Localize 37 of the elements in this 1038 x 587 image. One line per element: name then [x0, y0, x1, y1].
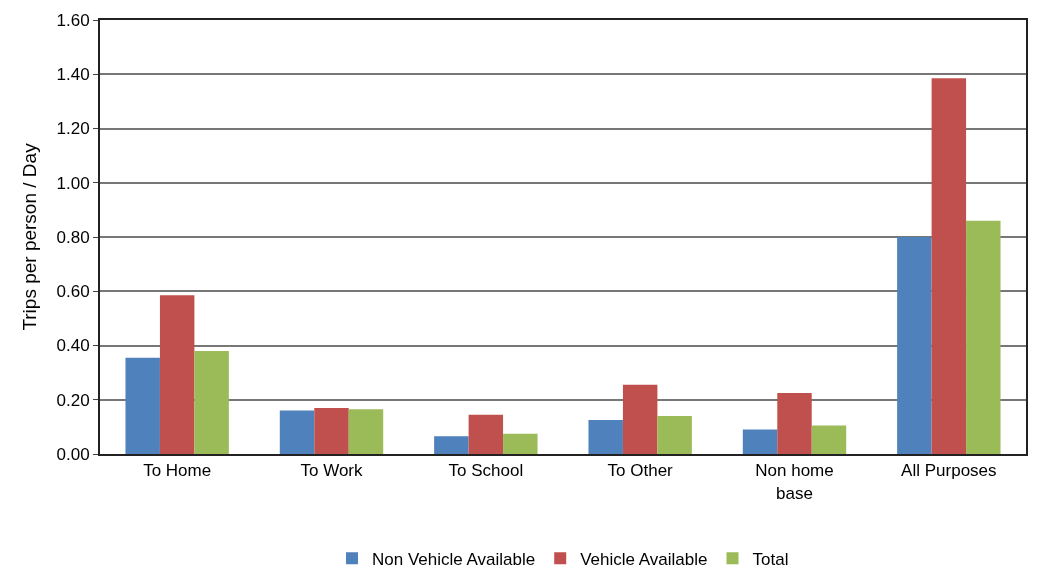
bar: [897, 237, 932, 454]
legend-label: Vehicle Available: [580, 549, 708, 569]
bar: [657, 416, 692, 454]
bar: [434, 436, 469, 454]
bar: [125, 357, 160, 454]
y-tick-label: 0.00: [56, 444, 90, 464]
x-tick-label: To Home: [143, 461, 212, 481]
bar: [931, 78, 967, 454]
x-tick-label: To Work: [300, 461, 364, 481]
y-tick-label: 0.80: [56, 227, 90, 247]
bar: [503, 433, 538, 454]
bar: [622, 384, 658, 454]
bar: [468, 414, 504, 454]
y-tick-label: 1.00: [56, 173, 90, 193]
y-tick-label: 0.20: [56, 390, 90, 410]
x-tick-label: To Other: [607, 461, 674, 481]
y-tick-label: 1.40: [56, 65, 90, 85]
y-tick-label: 1.60: [56, 10, 90, 30]
y-tick-label: 1.20: [56, 119, 90, 139]
bar: [742, 429, 778, 454]
bar: [811, 425, 847, 454]
y-axis-title: Trips per person / Day: [18, 142, 40, 331]
bar: [777, 392, 812, 454]
legend-label: Total: [752, 549, 789, 569]
legend-label: Non Vehicle Available: [372, 549, 536, 569]
y-tick-label: 0.60: [56, 282, 90, 302]
bar: [348, 409, 384, 454]
bar: [588, 420, 623, 454]
y-tick-label: 0.40: [56, 336, 90, 356]
x-tick-label: All Purposes: [901, 461, 997, 481]
x-tick-label: To School: [448, 461, 524, 481]
bar: [966, 220, 1001, 454]
bar: [159, 295, 195, 454]
bar: [314, 407, 349, 454]
x-tick-label: Non home base: [755, 461, 834, 503]
bar: [279, 410, 315, 454]
bar: [194, 350, 229, 454]
